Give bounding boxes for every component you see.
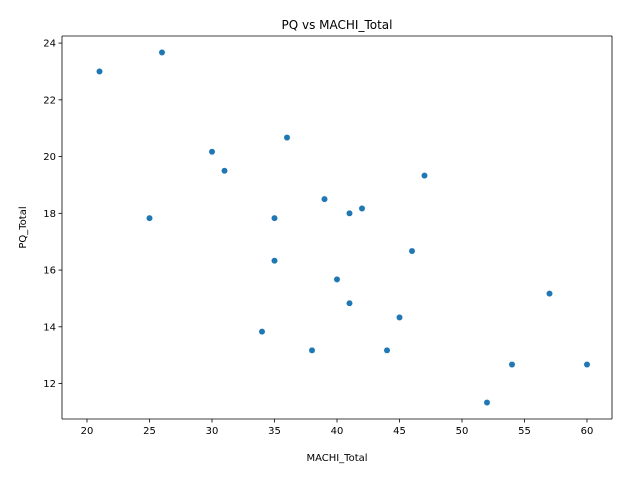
data-point[interactable] <box>258 328 266 336</box>
data-points <box>96 49 591 406</box>
y-tick-label: 20 <box>43 152 56 163</box>
x-tick-label: 35 <box>268 426 281 437</box>
y-tick-label: 22 <box>43 95 56 106</box>
y-tick-label: 18 <box>43 209 56 220</box>
data-point[interactable] <box>346 209 353 217</box>
data-point[interactable] <box>383 346 391 354</box>
data-point[interactable] <box>396 313 403 321</box>
x-tick-label: 55 <box>518 426 531 437</box>
chart-title: PQ vs MACHI_Total <box>282 18 393 32</box>
data-point[interactable] <box>271 214 278 222</box>
data-point[interactable] <box>408 247 416 255</box>
data-point[interactable] <box>421 172 428 180</box>
data-point[interactable] <box>158 49 166 56</box>
x-tick-label: 50 <box>456 426 469 437</box>
x-axis-label: MACHI_Total <box>306 453 367 464</box>
data-point[interactable] <box>146 214 153 222</box>
data-point[interactable] <box>321 195 328 203</box>
plot-area <box>62 36 612 419</box>
x-tick-label: 45 <box>393 426 406 437</box>
y-axis-label: PQ_Total <box>18 206 29 248</box>
data-point[interactable] <box>283 134 291 142</box>
data-point[interactable] <box>308 346 316 354</box>
axis-ticks: 20 25 30 35 40 45 50 55 60 12 14 16 18 20 22 24 <box>43 39 593 437</box>
data-point[interactable] <box>583 361 591 368</box>
data-point[interactable] <box>208 148 216 156</box>
x-tick-label: 30 <box>206 426 219 437</box>
y-tick-label: 12 <box>43 379 56 390</box>
data-point[interactable] <box>508 361 516 368</box>
x-tick-label: 20 <box>81 426 94 437</box>
data-point[interactable] <box>221 167 228 175</box>
y-tick-label: 16 <box>43 266 56 277</box>
data-point[interactable] <box>96 68 103 75</box>
x-tick-label: 25 <box>143 426 156 437</box>
x-tick-label: 40 <box>331 426 344 437</box>
x-tick-label: 60 <box>581 426 594 437</box>
data-point[interactable] <box>483 399 491 406</box>
y-tick-label: 24 <box>43 39 56 50</box>
axes-frame <box>61 35 613 420</box>
data-point[interactable] <box>333 275 341 283</box>
data-point[interactable] <box>358 205 366 212</box>
data-point[interactable] <box>346 299 353 307</box>
data-point[interactable] <box>546 290 553 298</box>
data-point[interactable] <box>271 257 278 265</box>
y-tick-label: 14 <box>43 322 56 333</box>
